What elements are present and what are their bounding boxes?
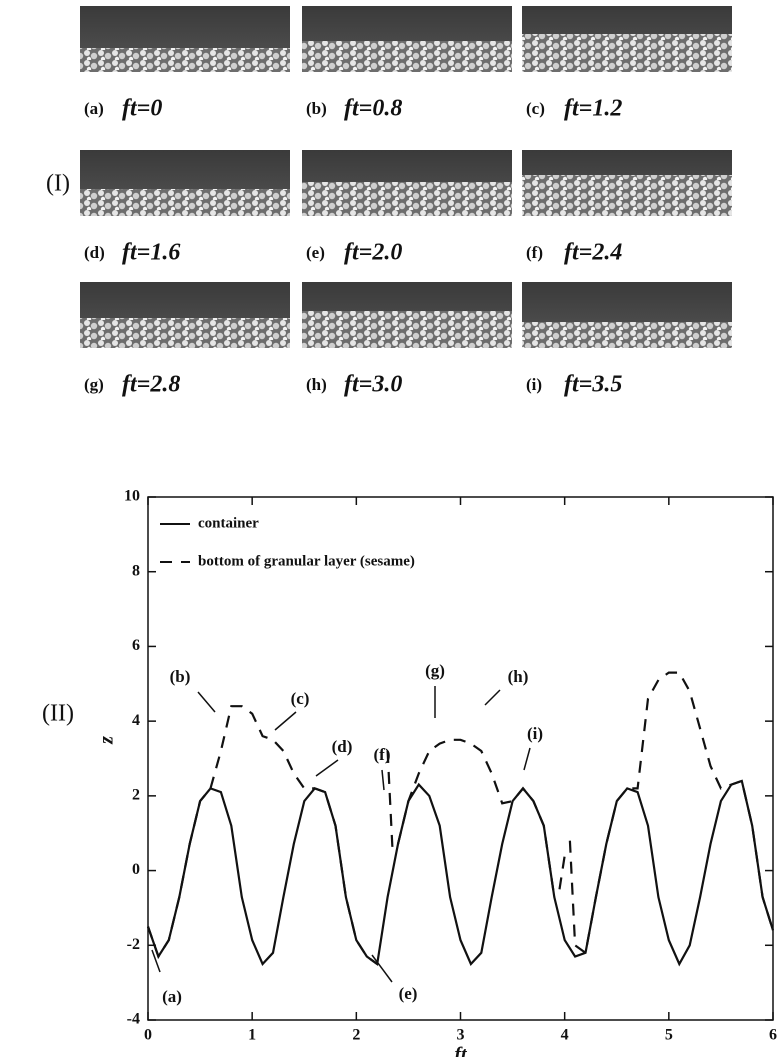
annotation: (e) xyxy=(399,984,418,1003)
y-tick-label: -2 xyxy=(127,936,140,953)
frame-caption: ft=0.8 xyxy=(344,96,402,122)
y-tick-label: 10 xyxy=(124,488,140,505)
annotation: (a) xyxy=(162,987,182,1006)
annotation: (d) xyxy=(332,737,353,756)
frame-caption: ft=2.0 xyxy=(344,240,402,266)
photo-frame xyxy=(302,282,512,348)
y-tick-label: -4 xyxy=(127,1011,140,1028)
annotation-leader xyxy=(484,689,501,706)
legend-label: container xyxy=(198,515,259,531)
series-line xyxy=(146,779,775,967)
frame-caption: ft=1.6 xyxy=(122,240,180,266)
frame-letter: (a) xyxy=(84,99,104,118)
photo-frame xyxy=(522,282,732,348)
frame-caption: ft=1.2 xyxy=(564,96,622,122)
photo-grains xyxy=(522,175,732,216)
annotation: (i) xyxy=(527,724,543,743)
x-tick-label: 1 xyxy=(248,1027,256,1044)
frame-letter: (e) xyxy=(306,243,325,262)
frame-letter: (d) xyxy=(84,243,105,262)
frame-caption: ft=2.4 xyxy=(564,240,622,266)
photo-frame xyxy=(522,150,732,216)
annotation-leader xyxy=(197,691,216,713)
annotation-leader xyxy=(274,711,297,731)
photo-grains xyxy=(302,41,512,72)
frame-letter: (b) xyxy=(306,99,327,118)
frame-letter: (i) xyxy=(526,375,542,394)
y-tick-label: 2 xyxy=(132,787,140,804)
photo-grains xyxy=(80,318,290,348)
annotation-leader xyxy=(381,769,385,791)
y-axis-label: z xyxy=(96,736,118,745)
annotation-leader xyxy=(151,949,161,973)
frame-caption: ft=2.8 xyxy=(122,372,180,398)
photo-grains xyxy=(522,322,732,348)
x-axis-label: ft xyxy=(454,1044,468,1057)
annotation: (h) xyxy=(508,667,529,686)
annotation-leader xyxy=(315,759,339,777)
photo-frame xyxy=(302,150,512,216)
frame-letter: (g) xyxy=(84,375,104,394)
x-tick-label: 5 xyxy=(665,1027,673,1044)
series-line xyxy=(146,671,775,965)
photo-frame xyxy=(80,150,290,216)
y-tick-label: 4 xyxy=(132,712,140,729)
photo-grains xyxy=(80,48,290,72)
photo-frame xyxy=(80,6,290,72)
y-tick-label: 0 xyxy=(132,861,140,878)
photo-frame xyxy=(522,6,732,72)
y-tick-label: 6 xyxy=(132,637,140,654)
frame-letter: (f) xyxy=(526,243,543,262)
x-tick-label: 6 xyxy=(769,1027,777,1044)
photo-frame xyxy=(80,282,290,348)
x-tick-label: 0 xyxy=(144,1027,152,1044)
frame-caption: ft=3.5 xyxy=(564,372,622,398)
photo-grains xyxy=(522,34,732,72)
panel-label: (II) xyxy=(42,701,74,727)
x-tick-label: 2 xyxy=(352,1027,360,1044)
panel-label: (I) xyxy=(46,171,70,197)
annotation-leader xyxy=(371,954,393,983)
frame-caption: ft=0 xyxy=(122,96,162,122)
annotation: (g) xyxy=(425,661,445,680)
x-tick-label: 3 xyxy=(457,1027,465,1044)
y-tick-label: 8 xyxy=(132,562,140,579)
frame-letter: (c) xyxy=(526,99,545,118)
frame-letter: (h) xyxy=(306,375,327,394)
frame-caption: ft=3.0 xyxy=(344,372,402,398)
annotation: (b) xyxy=(170,667,191,686)
annotation: (c) xyxy=(291,689,310,708)
annotation: (f) xyxy=(374,745,391,764)
photo-grains xyxy=(80,189,290,216)
legend-label: bottom of granular layer (sesame) xyxy=(198,553,415,569)
photo-grains xyxy=(302,311,512,348)
photo-grains xyxy=(302,182,512,216)
x-tick-label: 4 xyxy=(561,1027,569,1044)
annotation-leader xyxy=(523,747,531,771)
photo-frame xyxy=(302,6,512,72)
